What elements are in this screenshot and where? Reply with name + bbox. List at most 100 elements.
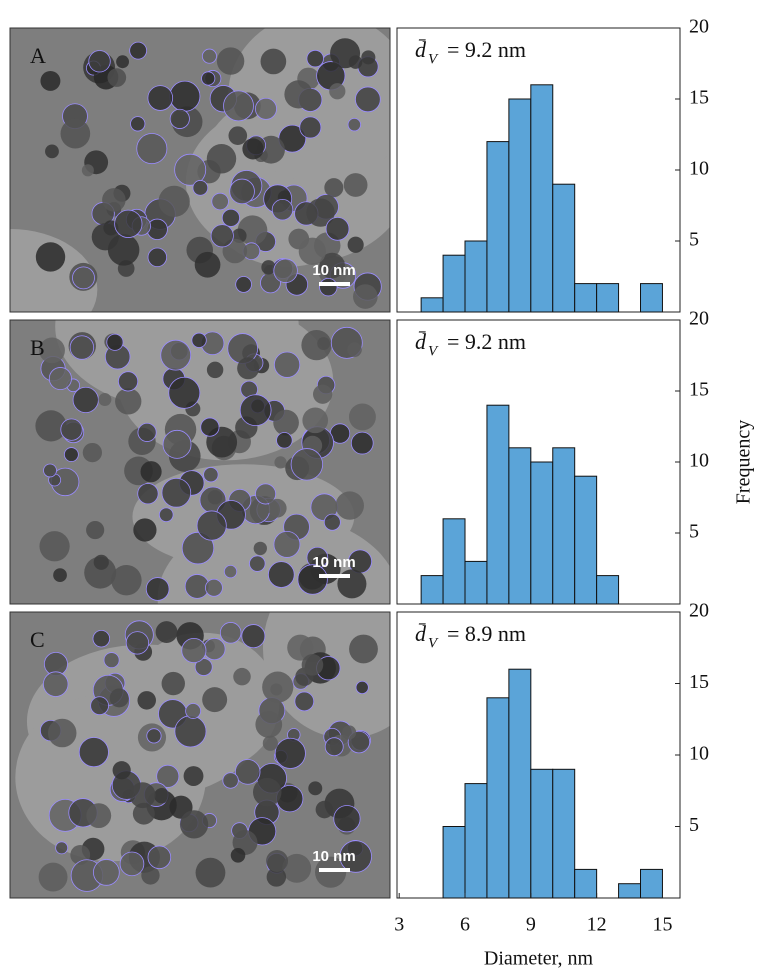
annotation-subscript: V — [428, 635, 439, 651]
particle — [92, 630, 110, 648]
particle — [319, 252, 345, 279]
particle — [109, 688, 129, 708]
particle-outline — [255, 97, 277, 120]
particle-outline — [211, 192, 229, 211]
particle — [163, 430, 192, 459]
particle-outline — [169, 108, 190, 129]
particle-outline — [255, 483, 277, 505]
particle — [255, 98, 277, 120]
particle — [160, 340, 191, 371]
particle-outline — [168, 376, 201, 409]
particle-outline — [273, 351, 301, 378]
particle — [349, 634, 378, 664]
particle — [72, 266, 95, 289]
particle — [202, 687, 228, 713]
x-axis-label: Diameter, nm — [484, 948, 594, 970]
particle — [40, 70, 61, 91]
particle — [298, 237, 326, 265]
particle — [348, 118, 361, 131]
x-tick-label: 12 — [587, 914, 607, 936]
x-tick-label: 6 — [460, 914, 470, 936]
particle — [141, 866, 160, 885]
particle — [174, 715, 207, 747]
particle — [276, 785, 303, 812]
particle — [60, 418, 83, 441]
bar — [596, 575, 620, 605]
particle — [291, 448, 323, 481]
particle-outline — [194, 658, 213, 676]
micrograph-content — [10, 28, 390, 312]
particle-outline — [129, 41, 148, 60]
bar — [530, 84, 554, 313]
y-tick-label: 5 — [689, 229, 699, 251]
particle — [79, 737, 109, 767]
micrograph-content — [10, 612, 390, 898]
particle-outline — [114, 209, 143, 238]
bar — [420, 297, 444, 313]
particle-outline — [347, 117, 362, 132]
annotation-symbol: d̄ — [415, 37, 427, 62]
particle-outline — [103, 652, 120, 669]
particle — [268, 561, 295, 588]
particle — [348, 549, 372, 574]
particle — [324, 178, 344, 198]
bar — [486, 141, 510, 313]
particle — [111, 564, 142, 596]
particle — [49, 367, 72, 390]
particle — [45, 144, 59, 159]
bar — [574, 283, 598, 313]
particle — [275, 738, 306, 769]
particle — [39, 337, 65, 364]
particle — [183, 766, 204, 786]
particle — [211, 224, 234, 247]
bar — [596, 283, 620, 313]
particle — [206, 361, 224, 379]
particle — [249, 555, 266, 572]
particle — [237, 357, 260, 380]
particle-outline — [330, 326, 363, 359]
particle — [351, 432, 374, 455]
particle-outline — [55, 841, 69, 855]
particle — [343, 173, 368, 197]
particle — [88, 50, 111, 73]
y-tick-label: 15 — [689, 379, 709, 401]
particle — [266, 850, 289, 872]
particle — [348, 403, 376, 431]
particle-outline — [273, 531, 301, 558]
particle-outline — [339, 840, 372, 873]
particle-outline — [355, 680, 369, 694]
particle — [118, 371, 138, 392]
particle — [216, 47, 245, 75]
particle — [308, 781, 323, 796]
particle-outline — [221, 208, 240, 227]
particle — [146, 728, 162, 744]
particle-outline — [294, 691, 315, 712]
particle — [102, 188, 126, 212]
y-tick-label: 10 — [689, 450, 709, 472]
particle-outline — [69, 335, 95, 360]
particle — [353, 284, 378, 309]
bar — [508, 447, 532, 605]
particle-outline — [355, 86, 381, 113]
particle-outline — [350, 431, 374, 455]
scale-bar-label: 10 nm — [312, 848, 355, 865]
particle — [185, 703, 201, 719]
particle — [315, 856, 347, 888]
particle-outline — [297, 564, 328, 595]
bar — [442, 254, 466, 313]
bar — [486, 404, 510, 605]
particle — [93, 859, 120, 886]
particle — [253, 541, 267, 556]
particle — [47, 718, 77, 748]
particle — [93, 554, 109, 570]
bar — [420, 575, 444, 605]
particle — [136, 133, 167, 164]
particle-outline — [136, 133, 168, 165]
particle — [90, 696, 109, 715]
particle-outline — [324, 737, 344, 757]
particle — [129, 782, 156, 809]
particle-outline — [119, 851, 145, 877]
particle — [278, 125, 306, 153]
particle — [140, 461, 162, 483]
